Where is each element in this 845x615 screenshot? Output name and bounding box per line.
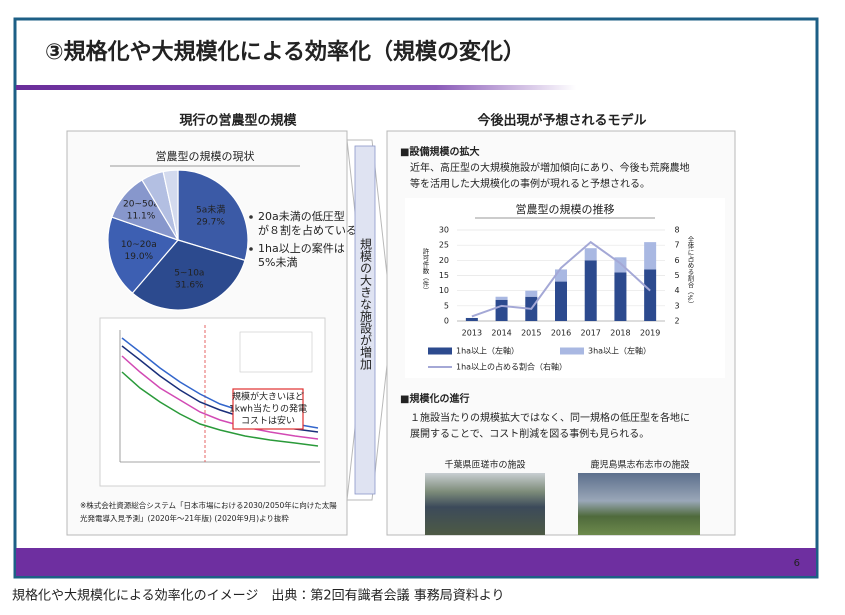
bar — [495, 296, 508, 300]
text-line: が８割を占めている — [258, 223, 357, 237]
pie-category-label: 5~10a — [174, 268, 204, 278]
text-line: 5%未満 — [258, 256, 297, 269]
section-title: ■規模化の進行 — [400, 392, 469, 405]
y-axis-label: 許可件数（件） — [421, 247, 429, 294]
pie-category-label: 5a未満 — [196, 203, 225, 215]
pie-slice — [131, 239, 246, 311]
y2-tick-label: 2 — [674, 317, 679, 326]
bar — [584, 248, 597, 261]
bar — [584, 260, 597, 321]
bar — [614, 272, 627, 321]
legend-label: 3ha以上（左軸） — [588, 346, 651, 356]
section-title: ■設備規模の拡大 — [400, 145, 479, 158]
photo-caption: 千葉県匝瑳市の施設 — [444, 459, 525, 471]
title-rule — [16, 85, 576, 90]
legend-swatch — [560, 347, 584, 355]
pie-value-label: 29.7% — [196, 217, 225, 227]
left-heading: 現行の営農型の規模 — [179, 113, 297, 129]
y2-axis-label: 全体に占める割合（%） — [686, 235, 694, 307]
pie-chart: 5a未満 29.7% 5~10a 31.6% 10~20a 19.0% 20~50a 11.1… — [107, 169, 249, 311]
pie-value-label: 31.6% — [175, 280, 204, 290]
pie-category-label: 20~50a — [123, 200, 159, 210]
bullet-dot — [249, 215, 253, 219]
x-tick-label: 2013 — [462, 329, 482, 338]
chart-title: 営農型の規模の推移 — [516, 202, 615, 216]
x-tick-label: 2016 — [551, 329, 571, 338]
arrow-text: 規模の大きな施設が増加 — [359, 237, 373, 371]
x-tick-label: 2014 — [491, 329, 511, 338]
bar — [495, 299, 508, 321]
bar — [465, 317, 478, 321]
pie-value-label: 11.1% — [127, 212, 156, 222]
text-line: 近年、高圧型の大規模施設が増加傾向にあり、今後も荒廃農地 — [410, 161, 690, 174]
pie-title: 営農型の規模の現状 — [156, 149, 255, 163]
bar-chart: 0 5 10 15 20 25 30 2 3 4 5 6 7 8 許可件数（件） 全体に占める割合（%） 201… — [421, 226, 694, 372]
text-line: 光発電導入見予測」(2020年～21年版) (2020年9月)より抜粋 — [80, 513, 289, 523]
y-tick-label: 0 — [444, 317, 449, 326]
y2-tick-label: 4 — [674, 286, 679, 295]
section-text: １施設当たりの規模拡大ではなく、同一規格の低圧型を各地に展開することで、コスト削… — [410, 411, 690, 440]
pie-value-label: 19.0% — [125, 252, 154, 262]
legend-label: 1ha以上（左軸） — [456, 346, 519, 356]
legend-swatch — [428, 347, 452, 355]
text-line: コストは安い — [241, 416, 295, 427]
page-number: 6 — [794, 558, 800, 569]
y-tick-label: 10 — [439, 286, 449, 295]
cost-chart-legend — [239, 331, 313, 373]
bar — [525, 290, 538, 297]
text-line: １施設当たりの規模拡大ではなく、同一規格の低圧型を各地に — [410, 411, 690, 424]
text-line: 等を活用した大規模化の事例が現れると予想される。 — [410, 177, 650, 190]
footer-band — [16, 548, 816, 576]
bar — [644, 242, 657, 270]
photo-caption: 鹿児島県志布志市の施設 — [590, 459, 689, 471]
y-tick-label: 5 — [444, 301, 449, 310]
y-tick-label: 15 — [439, 271, 449, 280]
pie-category-label: 10~20a — [121, 240, 157, 250]
x-tick-label: 2017 — [581, 329, 601, 338]
y2-tick-label: 6 — [674, 256, 679, 265]
photo — [578, 473, 700, 535]
y2-tick-label: 3 — [674, 301, 679, 310]
bar — [555, 269, 567, 282]
share-line — [471, 240, 651, 318]
y-tick-label: 25 — [439, 241, 449, 250]
y-tick-label: 30 — [439, 226, 449, 235]
slide-title: ③規格化や大規模化による効率化（規模の変化） — [45, 39, 525, 65]
x-tick-label: 2019 — [640, 329, 660, 338]
pie-slice — [177, 169, 249, 262]
caption: 規格化や大規模化による効率化のイメージ 出典：第2回有識者会議 事務局資料より — [12, 588, 505, 604]
y2-tick-label: 8 — [674, 226, 679, 235]
bar — [644, 269, 657, 321]
text-line: 20a未満の低圧型 — [258, 209, 345, 223]
y-tick-label: 20 — [439, 256, 449, 265]
legend-label: 1ha以上の占める割合（右軸） — [456, 362, 567, 372]
text-line: 1kwh当たりの発電 — [229, 403, 307, 415]
text-line: 規模が大きいほど — [232, 391, 304, 403]
pie-slice — [162, 169, 179, 241]
photo — [425, 473, 545, 535]
bullet-dot — [249, 247, 253, 251]
text-line: 展開することで、コスト削減を図る事例も見られる。 — [410, 427, 649, 440]
section-text: 近年、高圧型の大規模施設が増加傾向にあり、今後も荒廃農地等を活用した大規模化の事… — [410, 161, 690, 190]
footnote: ※株式会社資源総合システム「日本市場における2030/2050年に向けた太陽光発… — [80, 500, 337, 523]
x-tick-label: 2015 — [521, 329, 541, 338]
callout-box — [232, 388, 304, 430]
y2-tick-label: 5 — [674, 271, 679, 280]
text-line: ※株式会社資源総合システム「日本市場における2030/2050年に向けた太陽 — [80, 500, 337, 510]
right-heading: 今後出現が予想されるモデル — [477, 113, 646, 129]
x-tick-label: 2018 — [610, 329, 630, 338]
arrow-label-bar — [354, 145, 376, 495]
cost-curve — [121, 355, 319, 440]
pie-slice — [107, 216, 180, 294]
text-line: 1ha以上の案件は — [258, 242, 345, 255]
y2-tick-label: 7 — [674, 241, 679, 250]
bar — [555, 281, 567, 321]
cost-curve — [121, 371, 319, 447]
